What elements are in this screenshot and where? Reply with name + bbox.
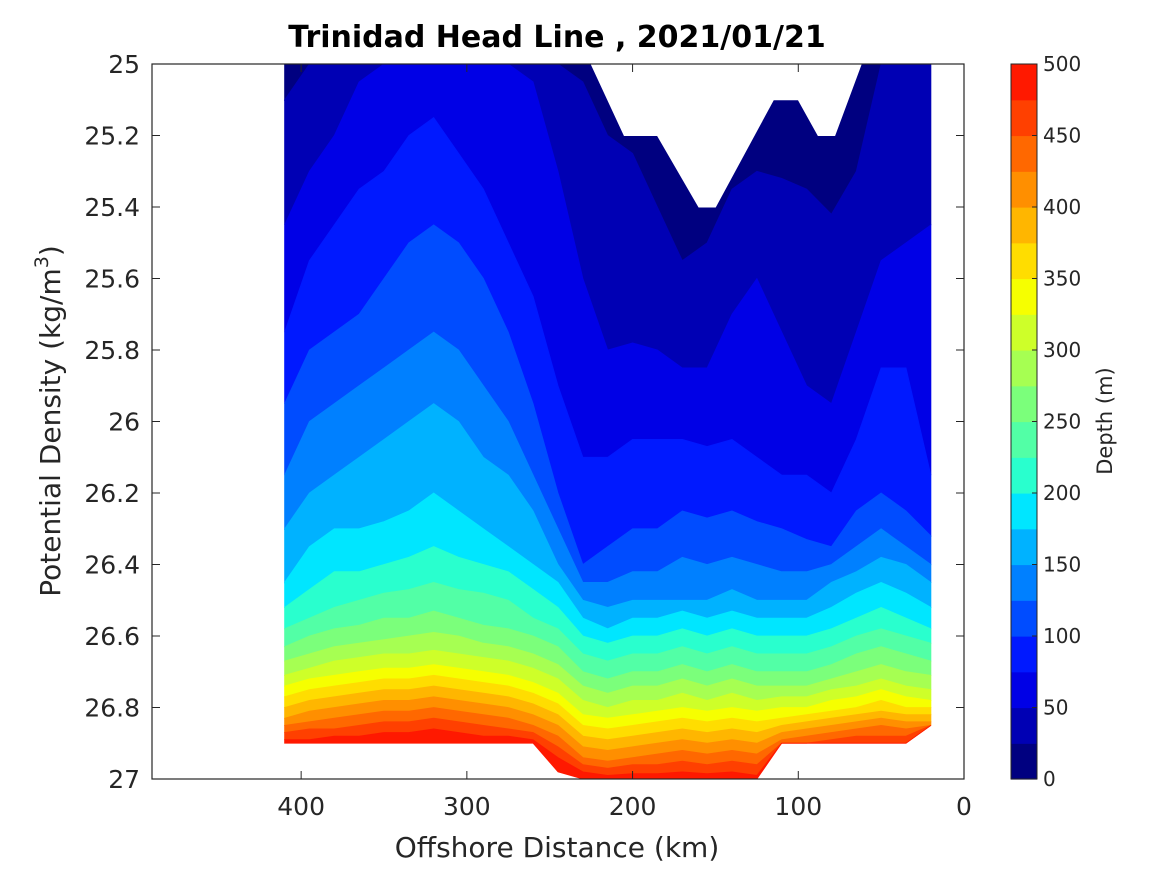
colorbar-tick-label: 450 bbox=[1043, 124, 1081, 148]
y-tick-label: 26.2 bbox=[84, 479, 140, 508]
y-axis-label: Potential Density (kg/m3) bbox=[31, 245, 67, 597]
x-tick-label: 400 bbox=[277, 792, 325, 821]
y-axis: 25 25.2 25.4 25.6 25.8 26 26.2 26.4 26.6 26.8 27 bbox=[84, 50, 964, 794]
y-tick-label: 25.8 bbox=[84, 336, 140, 365]
colorbar bbox=[1011, 64, 1037, 780]
contour-field bbox=[284, 64, 932, 779]
colorbar-tick-label: 350 bbox=[1043, 267, 1081, 291]
colorbar-swatch bbox=[1011, 350, 1037, 387]
colorbar-swatch bbox=[1011, 207, 1037, 244]
y-tick-label: 27 bbox=[108, 765, 140, 794]
colorbar-swatch bbox=[1011, 99, 1037, 137]
y-tick-label: 25.6 bbox=[84, 265, 140, 294]
colorbar-tick-label: 0 bbox=[1043, 767, 1056, 791]
colorbar-axis: 0 50 100 150 200 250 300 350 400 450 500 bbox=[1032, 52, 1081, 791]
colorbar-swatch bbox=[1011, 493, 1037, 530]
colorbar-swatch bbox=[1011, 242, 1037, 280]
y-tick-label: 26.4 bbox=[84, 551, 140, 580]
chart-title: Trinidad Head Line , 2021/01/21 bbox=[288, 20, 825, 55]
colorbar-swatch bbox=[1011, 600, 1037, 637]
colorbar-swatch bbox=[1011, 135, 1037, 172]
y-tick-label: 25.2 bbox=[84, 122, 140, 151]
colorbar-swatch bbox=[1011, 278, 1037, 315]
x-axis: 400 300 200 100 0 bbox=[277, 64, 972, 821]
colorbar-swatch bbox=[1011, 671, 1037, 709]
colorbar-label: Depth (m) bbox=[1093, 367, 1117, 474]
colorbar-swatch bbox=[1011, 743, 1037, 780]
colorbar-swatch bbox=[1011, 64, 1037, 101]
y-tick-label: 26.8 bbox=[84, 694, 140, 723]
colorbar-tick-label: 150 bbox=[1043, 553, 1081, 577]
colorbar-tick-label: 100 bbox=[1043, 624, 1081, 648]
colorbar-swatch bbox=[1011, 314, 1037, 351]
colorbar-tick-label: 400 bbox=[1043, 195, 1081, 219]
contour-band bbox=[284, 725, 932, 779]
colorbar-tick-label: 500 bbox=[1043, 52, 1081, 76]
y-tick-label: 26.6 bbox=[84, 622, 140, 651]
x-tick-label: 100 bbox=[774, 792, 822, 821]
y-tick-label: 25.4 bbox=[84, 193, 140, 222]
y-tick-label: 26 bbox=[108, 408, 140, 437]
x-tick-label: 0 bbox=[956, 792, 972, 821]
colorbar-swatch bbox=[1011, 385, 1037, 423]
colorbar-swatch bbox=[1011, 707, 1037, 744]
colorbar-swatch bbox=[1011, 528, 1037, 566]
x-tick-label: 200 bbox=[609, 792, 657, 821]
colorbar-tick-label: 300 bbox=[1043, 338, 1081, 362]
colorbar-swatch bbox=[1011, 457, 1037, 494]
colorbar-swatch bbox=[1011, 564, 1037, 601]
y-axis-label-superscript: 3 bbox=[31, 256, 53, 268]
x-axis-label: Offshore Distance (km) bbox=[395, 831, 720, 864]
x-tick-label: 300 bbox=[443, 792, 491, 821]
colorbar-swatch bbox=[1011, 171, 1037, 208]
contour-band bbox=[284, 64, 931, 262]
y-tick-label: 25 bbox=[108, 50, 140, 79]
colorbar-swatch bbox=[1011, 421, 1037, 458]
colorbar-tick-label: 200 bbox=[1043, 481, 1081, 505]
y-axis-label-close: ) bbox=[34, 245, 67, 256]
y-axis-label-main: Potential Density (kg/m bbox=[34, 268, 67, 597]
colorbar-swatch bbox=[1011, 636, 1037, 673]
colorbar-tick-label: 50 bbox=[1043, 696, 1068, 720]
no-data-region bbox=[590, 64, 862, 208]
colorbar-tick-label: 250 bbox=[1043, 410, 1081, 434]
